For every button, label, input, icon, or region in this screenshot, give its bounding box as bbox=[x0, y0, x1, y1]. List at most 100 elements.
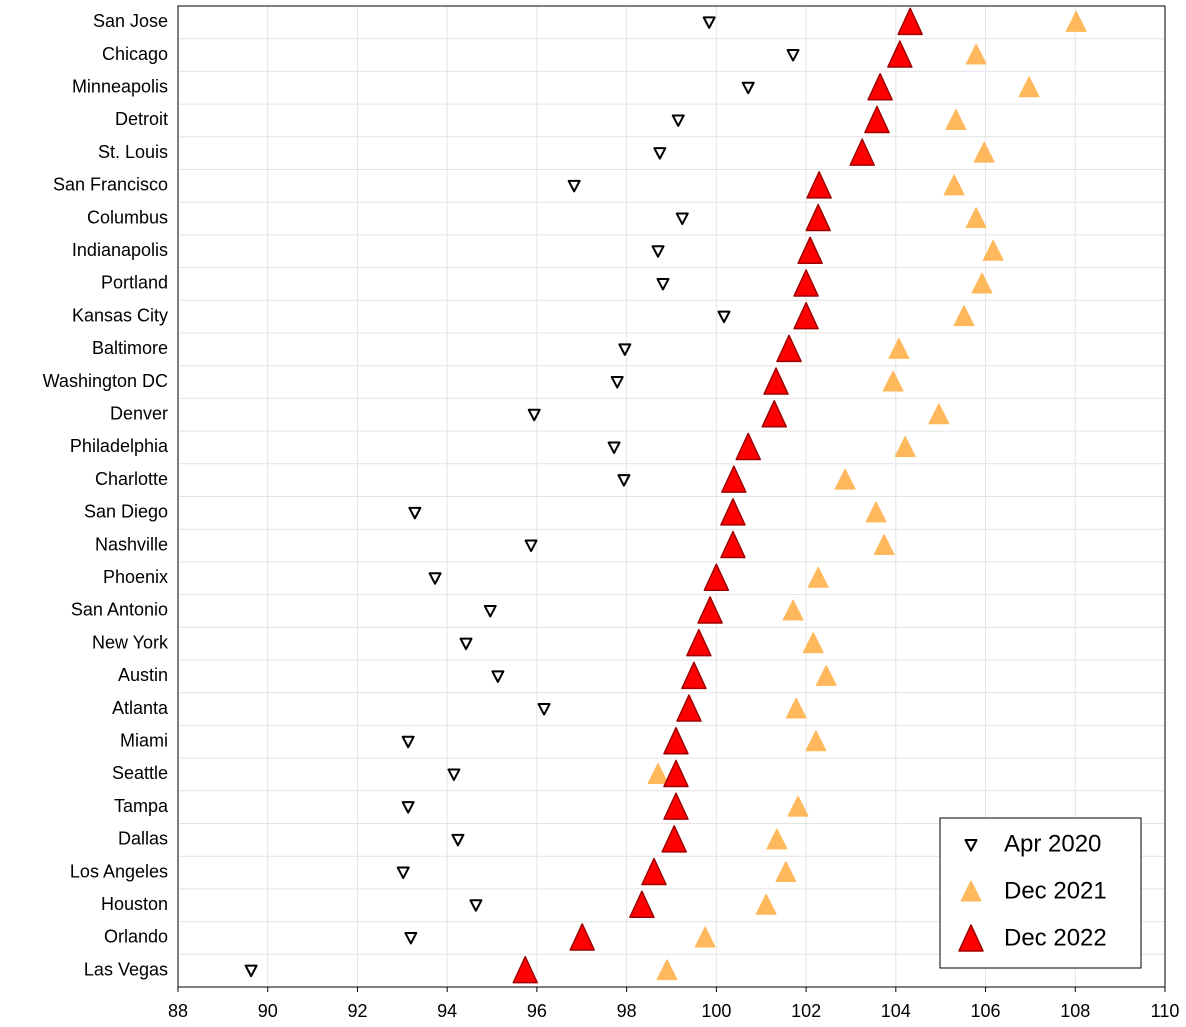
marker bbox=[459, 637, 473, 651]
marker bbox=[675, 212, 689, 226]
marker bbox=[607, 441, 621, 454]
marker bbox=[721, 465, 747, 493]
marker bbox=[537, 703, 551, 716]
marker bbox=[776, 334, 802, 363]
legend-label: Dec 2021 bbox=[1004, 877, 1107, 904]
y-tick-label: Las Vegas bbox=[84, 959, 168, 979]
y-tick-label: St. Louis bbox=[98, 142, 168, 162]
y-tick-label: Charlotte bbox=[95, 469, 168, 489]
marker bbox=[651, 245, 665, 258]
marker bbox=[928, 403, 950, 425]
marker bbox=[656, 959, 678, 981]
x-tick-label: 94 bbox=[437, 1001, 457, 1021]
marker bbox=[1018, 76, 1040, 98]
marker bbox=[447, 768, 461, 781]
y-tick-label: Orlando bbox=[104, 927, 168, 947]
marker bbox=[806, 171, 832, 199]
y-tick-label: Detroit bbox=[115, 109, 168, 129]
marker bbox=[663, 792, 689, 820]
legend-marker bbox=[964, 839, 978, 852]
x-tick-label: 102 bbox=[791, 1001, 821, 1021]
y-tick-label: Columbus bbox=[87, 207, 168, 227]
y-tick-label: Philadelphia bbox=[70, 436, 169, 456]
marker bbox=[653, 147, 667, 160]
marker bbox=[867, 73, 893, 101]
marker bbox=[882, 370, 904, 392]
marker bbox=[785, 697, 807, 719]
marker bbox=[873, 534, 895, 556]
x-tick-label: 100 bbox=[701, 1001, 731, 1021]
marker bbox=[663, 759, 689, 788]
marker bbox=[720, 498, 746, 526]
marker bbox=[647, 762, 669, 784]
y-tick-label: Kansas City bbox=[72, 305, 168, 325]
marker bbox=[793, 301, 819, 330]
x-tick-label: 106 bbox=[971, 1001, 1001, 1021]
marker bbox=[569, 923, 595, 951]
legend-marker bbox=[960, 880, 982, 902]
marker bbox=[661, 825, 687, 853]
marker bbox=[766, 828, 788, 850]
marker bbox=[802, 632, 824, 654]
marker bbox=[763, 367, 789, 395]
marker bbox=[735, 432, 761, 461]
marker bbox=[782, 599, 804, 621]
marker bbox=[618, 343, 632, 356]
marker bbox=[888, 337, 910, 359]
marker bbox=[761, 400, 787, 428]
y-tick-label: Austin bbox=[118, 665, 168, 685]
marker bbox=[676, 694, 702, 722]
marker bbox=[408, 506, 422, 520]
marker bbox=[629, 890, 655, 918]
marker bbox=[527, 408, 541, 422]
legend-marker bbox=[958, 924, 984, 952]
marker bbox=[610, 376, 624, 389]
marker bbox=[404, 931, 418, 945]
marker bbox=[865, 501, 887, 523]
y-tick-label: San Jose bbox=[93, 11, 168, 31]
marker bbox=[641, 857, 667, 886]
marker bbox=[807, 566, 829, 588]
marker bbox=[686, 628, 712, 657]
marker bbox=[491, 670, 505, 683]
y-tick-label: San Diego bbox=[84, 502, 168, 522]
marker bbox=[717, 310, 731, 324]
x-tick-label: 90 bbox=[258, 1001, 278, 1021]
marker bbox=[396, 866, 410, 880]
marker bbox=[567, 179, 581, 193]
marker bbox=[697, 596, 723, 624]
marker bbox=[887, 40, 913, 68]
marker bbox=[671, 114, 685, 127]
marker bbox=[864, 105, 890, 134]
legend-label: Dec 2022 bbox=[1004, 924, 1107, 951]
marker bbox=[775, 861, 797, 883]
marker bbox=[797, 236, 823, 264]
marker bbox=[694, 926, 716, 948]
y-tick-label: Baltimore bbox=[92, 338, 168, 358]
y-tick-label: Houston bbox=[101, 894, 168, 914]
y-tick-label: Chicago bbox=[102, 44, 168, 64]
marker bbox=[469, 899, 483, 912]
y-tick-label: Tampa bbox=[114, 796, 169, 816]
marker bbox=[483, 604, 497, 618]
y-tick-label: San Francisco bbox=[53, 175, 168, 195]
x-tick-label: 96 bbox=[527, 1001, 547, 1021]
y-tick-label: Minneapolis bbox=[72, 77, 168, 97]
plot-frame bbox=[177, 5, 1166, 988]
marker bbox=[805, 203, 831, 232]
marker bbox=[815, 664, 837, 686]
y-tick-label: San Antonio bbox=[71, 600, 168, 620]
y-tick-label: Seattle bbox=[112, 763, 168, 783]
marker bbox=[401, 735, 415, 749]
y-tick-label: Atlanta bbox=[112, 698, 169, 718]
marker bbox=[401, 801, 415, 814]
marker bbox=[703, 563, 730, 591]
marker bbox=[741, 81, 755, 95]
marker bbox=[897, 7, 923, 36]
marker bbox=[834, 468, 856, 490]
marker bbox=[894, 435, 916, 457]
marker bbox=[965, 43, 987, 65]
marker bbox=[617, 474, 631, 487]
marker bbox=[971, 272, 993, 294]
marker bbox=[451, 833, 465, 847]
